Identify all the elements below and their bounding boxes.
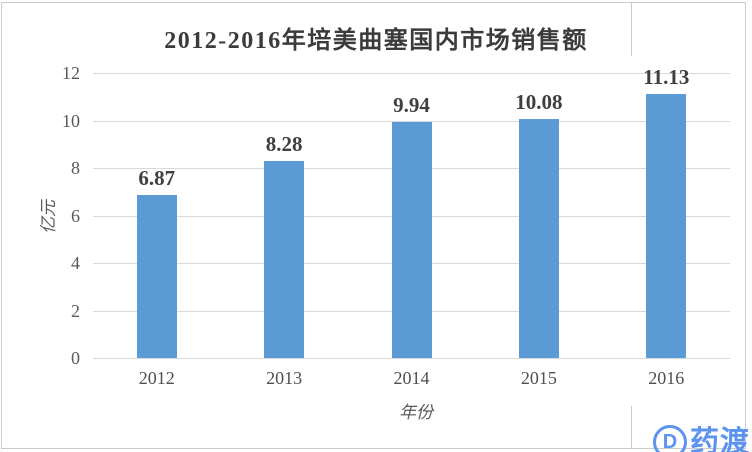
bar-2013 bbox=[264, 161, 305, 358]
chart-title: 2012-2016年培美曲塞国内市场销售额 bbox=[164, 28, 588, 54]
watermark-text: 药渡 bbox=[689, 425, 750, 452]
gridline-y10 bbox=[93, 120, 730, 122]
bar-2016 bbox=[646, 93, 687, 358]
y-tick-label-12: 12 bbox=[62, 63, 80, 83]
bar-2015 bbox=[518, 118, 559, 358]
frame-line-segment-bottom bbox=[631, 406, 632, 449]
y-tick-label-2: 2 bbox=[71, 300, 80, 321]
y-tick-label-6: 6 bbox=[71, 205, 80, 226]
x-tick-label-2016: 2016 bbox=[648, 368, 685, 388]
bar-value-label-2012: 6.87 bbox=[138, 165, 176, 190]
bar-2014 bbox=[391, 121, 432, 358]
y-tick-label-4: 4 bbox=[71, 253, 80, 273]
y-tick-label-8: 8 bbox=[71, 158, 80, 178]
plot-area bbox=[93, 73, 730, 359]
bar-value-label-2013: 8.28 bbox=[265, 132, 303, 157]
x-tick-label-2015: 2015 bbox=[520, 368, 557, 388]
x-axis-title: 年份 bbox=[399, 403, 433, 422]
bar-2012 bbox=[136, 194, 177, 358]
yaodu-logo-icon: D bbox=[652, 425, 687, 452]
frame-line-segment-top bbox=[631, 3, 632, 56]
y-axis-title: 亿元 bbox=[39, 200, 58, 234]
gridline-y12 bbox=[93, 73, 730, 74]
bar-value-label-2014: 9.94 bbox=[393, 92, 430, 117]
gridline-y0 bbox=[93, 358, 730, 359]
watermark: D 药渡 bbox=[652, 425, 750, 452]
x-tick-label-2013: 2013 bbox=[266, 368, 303, 388]
y-tick-label-10: 10 bbox=[62, 110, 80, 131]
bar-value-label-2016: 11.13 bbox=[643, 64, 690, 89]
y-tick-label-0: 0 bbox=[71, 348, 80, 368]
x-tick-label-2014: 2014 bbox=[393, 368, 430, 388]
x-tick-label-2012: 2012 bbox=[138, 368, 175, 388]
bar-value-label-2015: 10.08 bbox=[515, 89, 563, 114]
